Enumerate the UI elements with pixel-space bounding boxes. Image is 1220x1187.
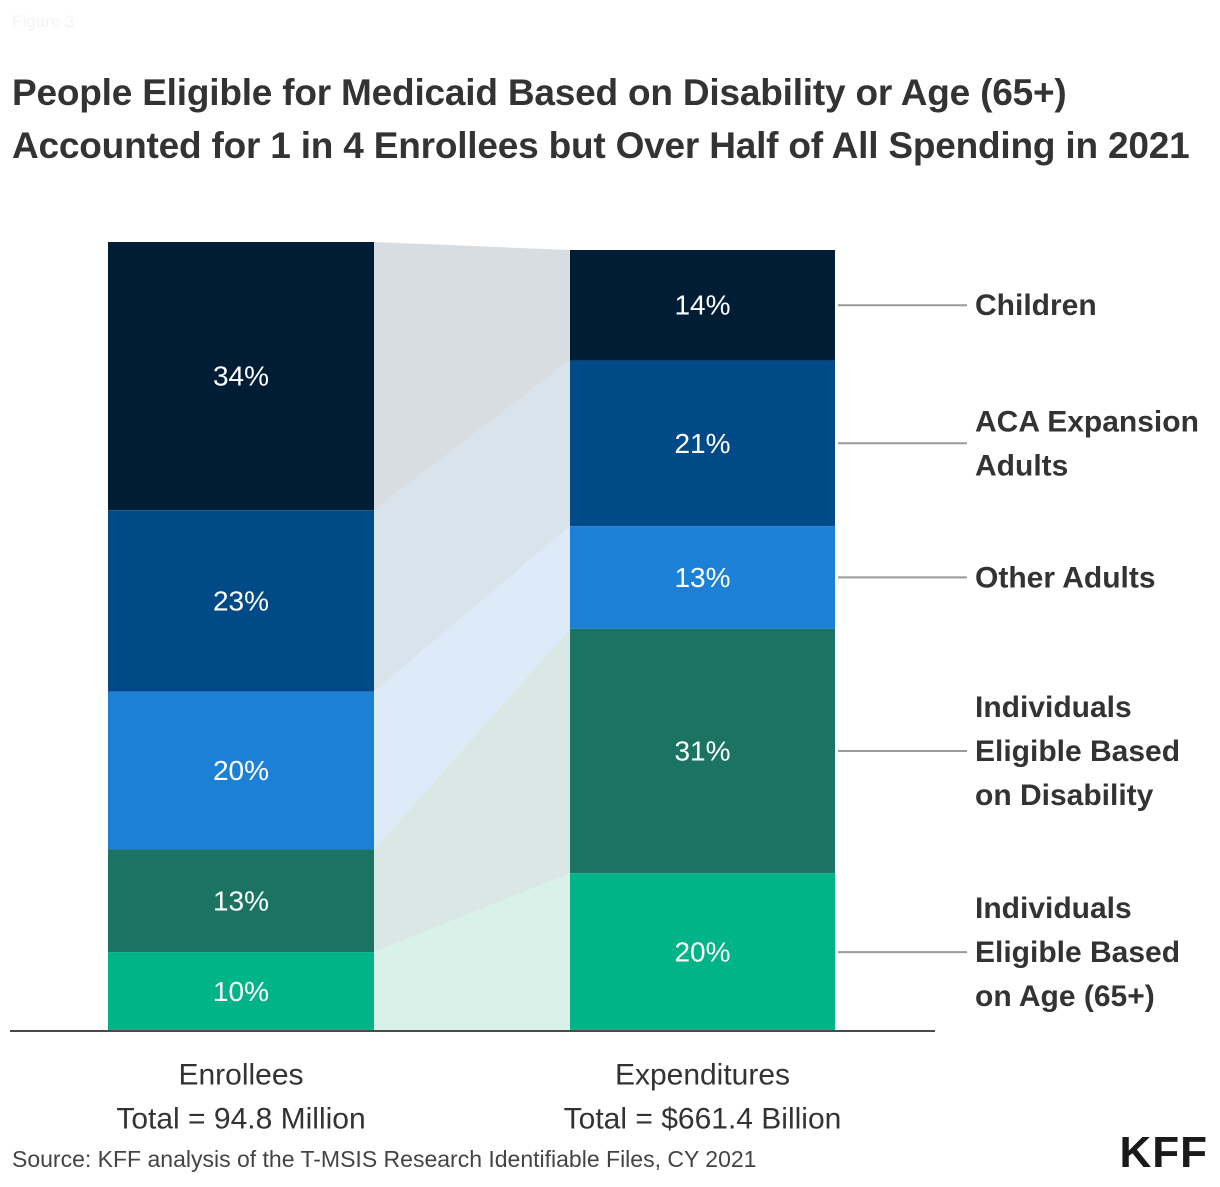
figure-label: Figure 3 xyxy=(12,12,75,31)
data-label: 31% xyxy=(674,735,730,766)
chart-title: People Eligible for Medicaid Based on Di… xyxy=(12,72,1190,166)
bar-segment-expenditures-aca-expansion-adults xyxy=(570,360,835,527)
legend-item-other-adults: Other Adults xyxy=(975,561,1156,594)
data-label: 13% xyxy=(213,885,269,916)
connector-other-adults xyxy=(374,526,570,850)
data-label: 21% xyxy=(674,428,730,459)
kff-logo: KFF xyxy=(1119,1128,1208,1177)
legend-item-individuals-eligible-based-on-age-65: Individuals Eligible Based on Age (65+) xyxy=(975,892,1180,1013)
data-label: 34% xyxy=(213,361,269,392)
legend-item-aca-expansion-adults: ACA Expansion Adults xyxy=(975,405,1199,482)
connector-aca-expansion-adults xyxy=(374,360,570,692)
connector-individuals-eligible-based-on-age-65 xyxy=(374,873,570,1031)
connectors-layer xyxy=(374,242,570,1031)
connector-individuals-eligible-based-on-disability xyxy=(374,628,570,953)
bar-segment-expenditures-individuals-eligible-based-on-age-65 xyxy=(570,873,835,1031)
segment-labels-layer: 34% 14% 23% 21% 20% 13% 13% 31% 10% 20% xyxy=(213,290,731,1007)
data-label: 23% xyxy=(213,585,269,616)
bar-segment-expenditures-other-adults xyxy=(570,526,835,629)
bars-layer xyxy=(108,242,835,1031)
data-label: 14% xyxy=(674,290,730,321)
bar-segment-enrollees-individuals-eligible-based-on-disability xyxy=(108,849,374,953)
data-label: 10% xyxy=(213,976,269,1007)
data-label: 20% xyxy=(674,937,730,968)
category-total-enrollees: Total = 94.8 Million xyxy=(116,1103,365,1136)
bar-segment-enrollees-other-adults xyxy=(108,691,374,850)
bar-segment-expenditures-individuals-eligible-based-on-disability xyxy=(570,628,835,874)
category-label-expenditures: Expenditures xyxy=(615,1059,790,1092)
data-label: 20% xyxy=(213,755,269,786)
bar-segment-enrollees-children xyxy=(108,242,374,511)
bar-segment-enrollees-individuals-eligible-based-on-age-65 xyxy=(108,952,374,1031)
bar-segment-enrollees-aca-expansion-adults xyxy=(108,510,374,692)
category-total-expenditures: Total = $661.4 Billion xyxy=(564,1103,842,1136)
category-label-enrollees: Enrollees xyxy=(178,1059,303,1092)
legend-item-children: Children xyxy=(975,289,1097,322)
data-label: 13% xyxy=(674,562,730,593)
legend-item-individuals-eligible-based-on-disability: Individuals Eligible Based on Disability xyxy=(975,690,1180,811)
source-note: Source: KFF analysis of the T-MSIS Resea… xyxy=(12,1146,757,1172)
legend: Children ACA Expansion Adults Other Adults I… xyxy=(838,289,1199,1013)
bar-segment-expenditures-children xyxy=(570,250,835,361)
connector-children xyxy=(374,242,570,511)
category-labels: Enrollees Total = 94.8 Million Expenditure… xyxy=(116,1059,841,1136)
